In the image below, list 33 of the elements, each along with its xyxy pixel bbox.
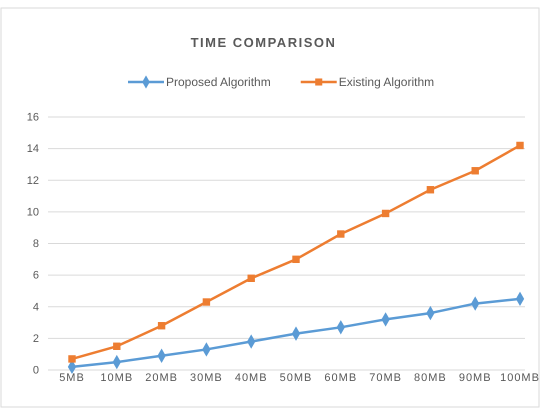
x-tick-label: 30MB (190, 372, 223, 384)
x-tick-label: 50MB (280, 372, 312, 384)
point (158, 322, 166, 330)
point (426, 186, 434, 194)
point (202, 298, 210, 306)
point (337, 230, 345, 238)
point (247, 274, 255, 282)
x-tick-label: 10MB (100, 372, 134, 384)
x-tick-label: 5MB (59, 372, 85, 384)
y-tick-label: 14 (26, 143, 39, 156)
y-tick-label: 8 (32, 238, 39, 250)
x-tick-label: 20MB (145, 372, 178, 384)
y-tick-label: 2 (32, 332, 39, 345)
y-tick-label: 12 (26, 174, 39, 187)
point (382, 210, 390, 218)
point (471, 167, 479, 174)
x-tick-label: 90MB (458, 372, 492, 384)
x-tick-label: 70MB (369, 372, 402, 384)
legend-label: Existing Algorithm (338, 75, 434, 89)
point (68, 355, 76, 363)
x-tick-label: 60MB (324, 372, 358, 384)
x-tick-label: 80MB (414, 372, 447, 384)
y-tick-label: 0 (32, 364, 39, 377)
x-tick-label: 40MB (234, 372, 268, 384)
chart-title: TIME COMPARISON (190, 35, 336, 50)
y-tick-label: 6 (32, 270, 39, 282)
x-tick-label: 100MB (500, 372, 540, 384)
y-tick-label: 16 (26, 112, 39, 124)
legend-label: Proposed Algorithm (166, 75, 271, 89)
y-tick-label: 10 (26, 206, 39, 218)
point (113, 342, 121, 350)
point (292, 256, 300, 264)
y-tick-label: 4 (32, 301, 39, 314)
